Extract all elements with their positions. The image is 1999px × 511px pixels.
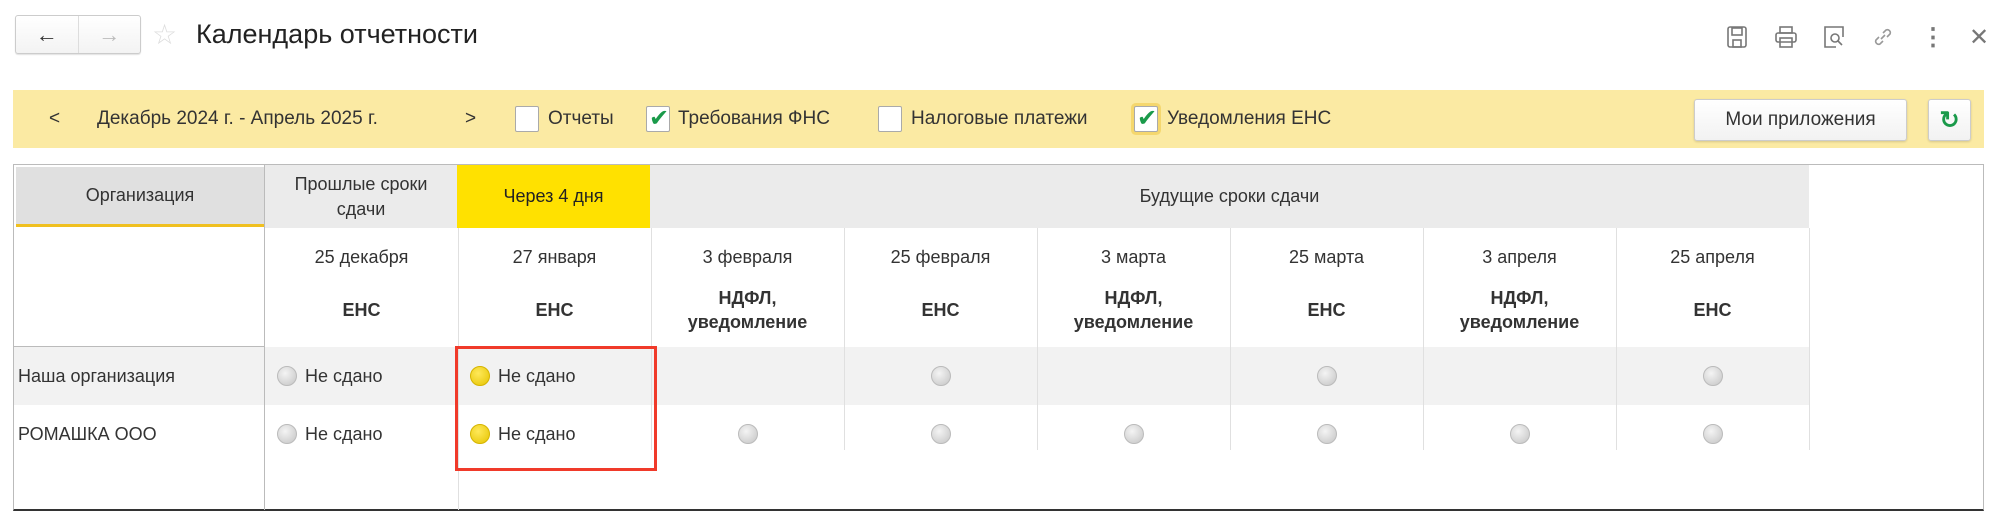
back-button[interactable]: ← — [16, 16, 78, 53]
status-cell[interactable]: Не сдано — [458, 347, 651, 405]
column-type: НДФЛ, уведомление — [1459, 287, 1580, 332]
org-column-header[interactable]: Организация — [16, 167, 264, 227]
checkbox-fns-requirements[interactable] — [646, 104, 670, 133]
column-type: ЕНС — [342, 299, 381, 320]
close-icon[interactable]: ✕ — [1968, 23, 1990, 51]
period-label[interactable]: Декабрь 2024 г. - Апрель 2025 г. — [97, 108, 378, 129]
status-text: Не сдано — [498, 365, 576, 386]
status-gray-icon — [737, 424, 758, 444]
page-title: Календарь отчетности — [196, 19, 478, 49]
favorite-star-icon[interactable]: ☆ — [152, 19, 178, 50]
column-type: НДФЛ, уведомление — [1073, 287, 1194, 332]
status-gray-icon — [1702, 366, 1723, 386]
reporting-calendar-table: Организация Прошлые сроки сдачи Через 4 … — [13, 164, 1984, 511]
checkbox-fns-requirements-label[interactable]: Требования ФНС — [678, 108, 830, 129]
status-gray-icon — [1123, 424, 1144, 444]
my-apps-button[interactable]: Мои приложения — [1694, 99, 1907, 141]
checkbox-tax-payments[interactable] — [878, 106, 902, 132]
status-cell[interactable] — [844, 405, 1037, 463]
checkbox-ens-notifications-label[interactable]: Уведомления ЕНС — [1167, 108, 1332, 129]
group-header-future: Будущие сроки сдачи — [650, 165, 1809, 228]
column-type: НДФЛ, уведомление — [687, 287, 808, 332]
period-prev-button[interactable]: < — [49, 108, 61, 129]
refresh-button[interactable]: ↻ — [1928, 99, 1971, 141]
status-cell[interactable] — [1230, 347, 1423, 405]
status-cell[interactable] — [1616, 347, 1809, 405]
column-date: 3 марта — [1100, 246, 1167, 267]
status-cell[interactable]: Не сдано — [265, 347, 458, 405]
status-cell[interactable] — [1230, 405, 1423, 463]
status-yellow-icon — [470, 423, 490, 444]
group-header-soon: Через 4 дня — [457, 165, 650, 228]
column-date: 27 января — [512, 246, 597, 267]
status-gray-icon — [1702, 424, 1723, 444]
column-date: 25 декабря — [314, 246, 409, 267]
status-cell[interactable]: Не сдано — [265, 405, 458, 463]
refresh-icon: ↻ — [1939, 106, 1960, 134]
status-gray-icon — [1316, 424, 1337, 444]
nav-buttons: ← → — [15, 15, 141, 54]
column-type: ЕНС — [1307, 299, 1346, 320]
column-date: 25 февраля — [890, 246, 991, 267]
column-date: 3 февраля — [702, 246, 793, 267]
org-name[interactable]: РОМАШКА ООО — [18, 423, 157, 444]
column-date: 3 апреля — [1482, 246, 1557, 267]
checkbox-tax-payments-label[interactable]: Налоговые платежи — [911, 108, 1088, 129]
status-text: Не сдано — [305, 365, 383, 386]
status-cell[interactable] — [651, 405, 844, 463]
org-name[interactable]: Наша организация — [18, 365, 176, 386]
status-gray-icon — [277, 365, 297, 386]
status-cell[interactable] — [1616, 405, 1809, 463]
preview-icon[interactable] — [1817, 20, 1851, 54]
status-gray-icon — [930, 424, 951, 444]
status-text: Не сдано — [498, 423, 576, 444]
link-icon[interactable] — [1866, 20, 1900, 54]
save-icon[interactable] — [1720, 20, 1754, 54]
status-cell[interactable] — [1037, 405, 1230, 463]
column-date: 25 апреля — [1670, 246, 1755, 267]
status-cell[interactable]: Не сдано — [458, 405, 651, 463]
period-next-button[interactable]: > — [465, 108, 477, 129]
group-header-past: Прошлые сроки сдачи — [265, 165, 457, 228]
column-type: ЕНС — [535, 299, 574, 320]
print-icon[interactable] — [1769, 20, 1803, 54]
status-text: Не сдано — [305, 423, 383, 444]
status-gray-icon — [1316, 366, 1337, 386]
status-gray-icon — [1509, 424, 1530, 444]
column-date: 25 марта — [1288, 246, 1365, 267]
arrow-right-icon: → — [98, 21, 121, 47]
forward-button[interactable]: → — [77, 16, 141, 53]
status-gray-icon — [930, 366, 951, 386]
checkbox-reports-label[interactable]: Отчеты — [548, 108, 614, 129]
status-cell[interactable] — [1423, 405, 1616, 463]
highlight-box — [455, 346, 657, 471]
column-type: ЕНС — [921, 299, 960, 320]
status-gray-icon — [277, 423, 297, 444]
row-highlight — [14, 347, 1809, 405]
checkbox-ens-notifications[interactable] — [1134, 104, 1158, 133]
filter-bar: < Декабрь 2024 г. - Апрель 2025 г. > Отч… — [13, 90, 1984, 148]
arrow-left-icon: ← — [35, 21, 58, 47]
status-cell[interactable] — [844, 347, 1037, 405]
checkbox-reports[interactable] — [515, 106, 539, 132]
more-icon[interactable]: ⋮ — [1921, 23, 1945, 51]
column-type: ЕНС — [1693, 299, 1732, 320]
status-yellow-icon — [470, 365, 490, 386]
